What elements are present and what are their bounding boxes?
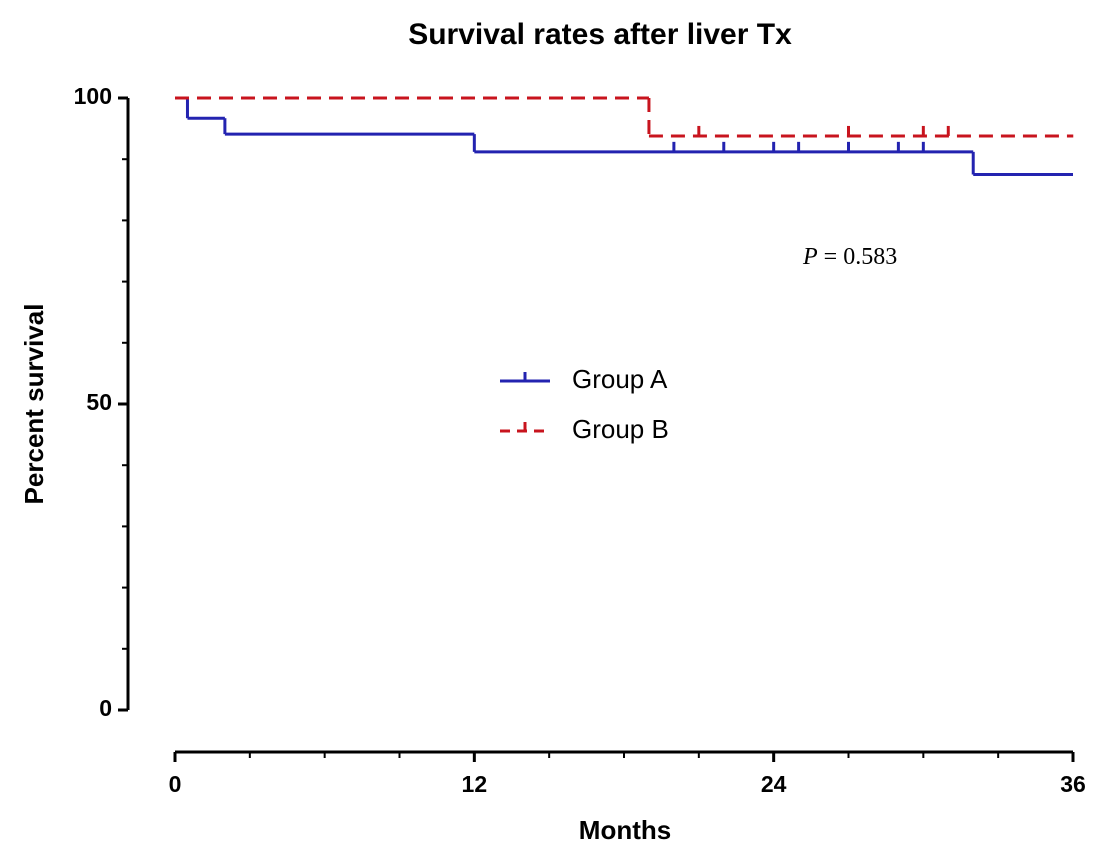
legend-label: Group A bbox=[572, 364, 668, 394]
chart-title: Survival rates after liver Tx bbox=[408, 18, 792, 51]
x-tick-label: 0 bbox=[169, 771, 182, 797]
x-tick-label: 12 bbox=[462, 771, 488, 797]
y-tick-label: 50 bbox=[86, 389, 112, 415]
y-tick-label: 100 bbox=[74, 83, 112, 109]
x-tick-label: 24 bbox=[761, 771, 787, 797]
y-axis-label: Percent survival bbox=[19, 304, 49, 505]
y-tick-label: 0 bbox=[99, 695, 112, 721]
p-value: P = 0.583 bbox=[802, 244, 897, 270]
p-symbol: P bbox=[802, 244, 818, 270]
x-axis-label: Months bbox=[579, 815, 671, 845]
p-text: = 0.583 bbox=[818, 244, 898, 270]
legend-label: Group B bbox=[572, 414, 669, 444]
x-tick-label: 36 bbox=[1060, 771, 1086, 797]
